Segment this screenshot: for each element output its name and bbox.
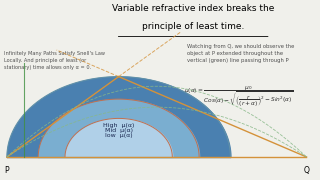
Text: Watching from Q, we should observe the
object at P extended throughout the
verti: Watching from Q, we should observe the o… — [187, 44, 294, 63]
Text: Mid  μ(α): Mid μ(α) — [105, 128, 133, 133]
Text: low  μ(α): low μ(α) — [105, 133, 132, 138]
Text: principle of least time.: principle of least time. — [142, 22, 244, 31]
Text: High  μ(α): High μ(α) — [103, 123, 134, 128]
Text: Variable refractive index breaks the: Variable refractive index breaks the — [112, 4, 274, 13]
Text: Q: Q — [304, 166, 309, 175]
Text: $\mu(\alpha) = \dfrac{\mu_0}{Cos(\alpha) - \sqrt{\left(\dfrac{r}{(r+\alpha)}\rig: $\mu(\alpha) = \dfrac{\mu_0}{Cos(\alpha)… — [184, 85, 293, 109]
Text: P: P — [4, 166, 9, 175]
Text: Infinitely Many Paths Satisfy Snell's Law
Locally. And principle of least (or
st: Infinitely Many Paths Satisfy Snell's La… — [4, 51, 105, 70]
